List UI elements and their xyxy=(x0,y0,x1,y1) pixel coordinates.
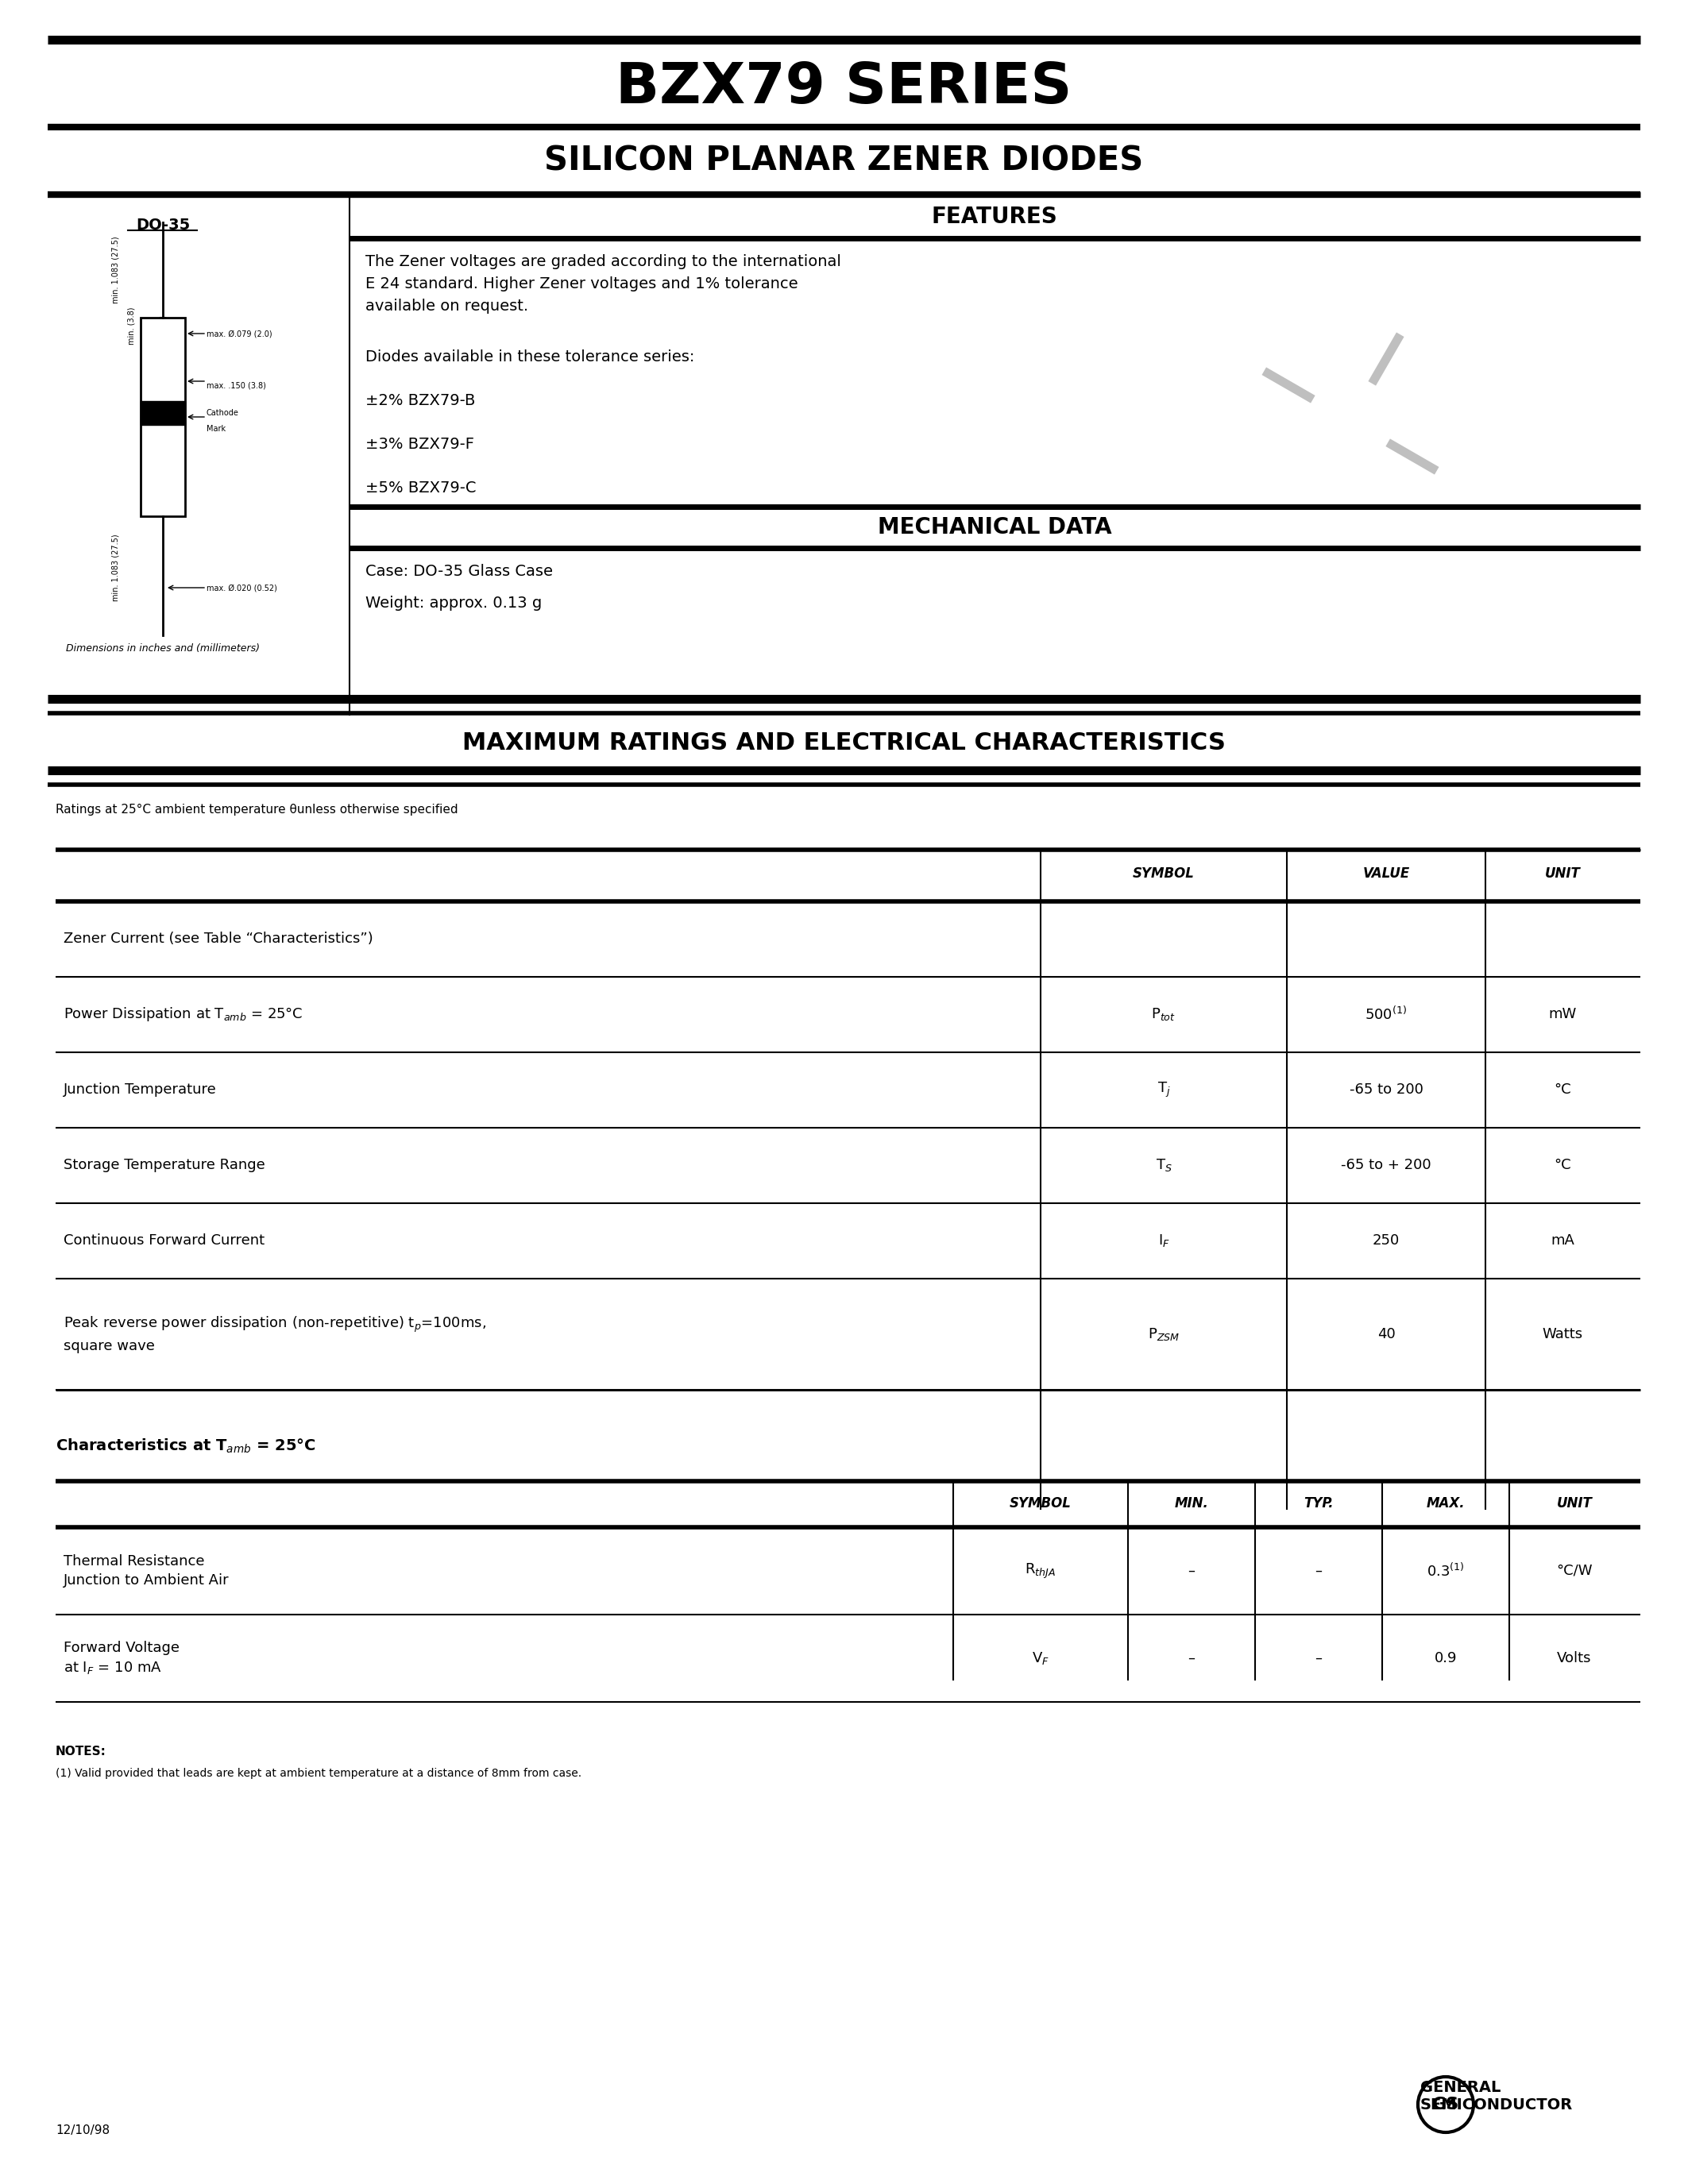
Text: ±5% BZX79-C: ±5% BZX79-C xyxy=(365,480,476,496)
Text: P$_{ZSM}$: P$_{ZSM}$ xyxy=(1148,1326,1180,1343)
Text: I$_{F}$: I$_{F}$ xyxy=(1158,1232,1170,1249)
Text: max. Ø.020 (0.52): max. Ø.020 (0.52) xyxy=(206,583,277,592)
Text: min. 1.083 (27.5): min. 1.083 (27.5) xyxy=(111,535,120,601)
Text: 0.9: 0.9 xyxy=(1435,1651,1457,1666)
Text: Weight: approx. 0.13 g: Weight: approx. 0.13 g xyxy=(365,596,542,612)
Text: Dimensions in inches and (millimeters): Dimensions in inches and (millimeters) xyxy=(66,644,260,653)
Text: Case: DO-35 Glass Case: Case: DO-35 Glass Case xyxy=(365,563,554,579)
Text: MAXIMUM RATINGS AND ELECTRICAL CHARACTERISTICS: MAXIMUM RATINGS AND ELECTRICAL CHARACTER… xyxy=(463,732,1225,753)
Text: The Zener voltages are graded according to the international
E 24 standard. High: The Zener voltages are graded according … xyxy=(365,253,841,314)
Text: VALUE: VALUE xyxy=(1362,867,1409,880)
Text: SYMBOL: SYMBOL xyxy=(1009,1496,1072,1511)
Text: mW: mW xyxy=(1548,1007,1577,1022)
Text: V$_{F}$: V$_{F}$ xyxy=(1031,1651,1050,1666)
Text: -65 to 200: -65 to 200 xyxy=(1349,1083,1423,1096)
Text: 0.3$^{(1)}$: 0.3$^{(1)}$ xyxy=(1426,1562,1465,1579)
Text: min. (3.8): min. (3.8) xyxy=(127,306,135,345)
Text: Cathode: Cathode xyxy=(206,408,240,417)
Text: FEATURES: FEATURES xyxy=(932,205,1058,227)
Text: 40: 40 xyxy=(1377,1328,1396,1341)
Text: DO-35: DO-35 xyxy=(135,218,191,234)
Text: Storage Temperature Range: Storage Temperature Range xyxy=(64,1158,265,1173)
Text: GENERAL
SEMICONDUCTOR: GENERAL SEMICONDUCTOR xyxy=(1420,2079,1573,2112)
Text: Junction Temperature: Junction Temperature xyxy=(64,1083,216,1096)
Text: –: – xyxy=(1315,1651,1322,1666)
Text: Forward Voltage
at I$_{F}$ = 10 mA: Forward Voltage at I$_{F}$ = 10 mA xyxy=(64,1640,179,1675)
Text: P$_{tot}$: P$_{tot}$ xyxy=(1151,1007,1177,1022)
Text: Zener Current (see Table “Characteristics”): Zener Current (see Table “Characteristic… xyxy=(64,933,373,946)
Text: –: – xyxy=(1188,1651,1195,1666)
Text: °C/W: °C/W xyxy=(1556,1564,1592,1579)
Text: min. 1.083 (27.5): min. 1.083 (27.5) xyxy=(111,236,120,304)
Text: Diodes available in these tolerance series:: Diodes available in these tolerance seri… xyxy=(365,349,694,365)
Text: max. Ø.079 (2.0): max. Ø.079 (2.0) xyxy=(206,330,272,339)
Text: 500$^{(1)}$: 500$^{(1)}$ xyxy=(1366,1007,1408,1022)
Text: Characteristics at T$_{amb}$ = 25°C: Characteristics at T$_{amb}$ = 25°C xyxy=(56,1437,316,1455)
Text: –: – xyxy=(1188,1564,1195,1579)
Text: mA: mA xyxy=(1551,1234,1575,1247)
Text: NOTES:: NOTES: xyxy=(56,1745,106,1758)
Text: °C: °C xyxy=(1555,1083,1572,1096)
Text: Mark: Mark xyxy=(206,426,226,432)
Bar xyxy=(140,317,186,515)
Text: MECHANICAL DATA: MECHANICAL DATA xyxy=(878,515,1111,539)
Text: UNIT: UNIT xyxy=(1545,867,1580,880)
Text: SYMBOL: SYMBOL xyxy=(1133,867,1195,880)
Text: Thermal Resistance
Junction to Ambient Air: Thermal Resistance Junction to Ambient A… xyxy=(64,1555,230,1588)
Text: MAX.: MAX. xyxy=(1426,1496,1465,1511)
Text: Power Dissipation at T$_{amb}$ = 25°C: Power Dissipation at T$_{amb}$ = 25°C xyxy=(64,1005,304,1022)
Text: Continuous Forward Current: Continuous Forward Current xyxy=(64,1234,265,1247)
Text: R$_{thJA}$: R$_{thJA}$ xyxy=(1025,1562,1057,1579)
Text: UNIT: UNIT xyxy=(1556,1496,1592,1511)
Text: Peak reverse power dissipation (non-repetitive) t$_{p}$=100ms,
square wave: Peak reverse power dissipation (non-repe… xyxy=(64,1315,486,1354)
Text: °C: °C xyxy=(1555,1158,1572,1173)
Text: TYP.: TYP. xyxy=(1303,1496,1334,1511)
Text: GS: GS xyxy=(1431,2097,1460,2112)
Text: (1) Valid provided that leads are kept at ambient temperature at a distance of 8: (1) Valid provided that leads are kept a… xyxy=(56,1767,582,1780)
Text: ±2% BZX79-B: ±2% BZX79-B xyxy=(365,393,476,408)
Text: T$_{j}$: T$_{j}$ xyxy=(1156,1081,1170,1099)
Text: 250: 250 xyxy=(1372,1234,1399,1247)
Text: BZX79 SERIES: BZX79 SERIES xyxy=(616,59,1072,116)
Text: –: – xyxy=(1315,1564,1322,1579)
Text: Watts: Watts xyxy=(1543,1328,1583,1341)
Text: T$_{S}$: T$_{S}$ xyxy=(1156,1158,1171,1173)
Text: MIN.: MIN. xyxy=(1175,1496,1209,1511)
Text: Volts: Volts xyxy=(1556,1651,1592,1666)
Text: Ratings at 25°C ambient temperature θunless otherwise specified: Ratings at 25°C ambient temperature θunl… xyxy=(56,804,457,815)
Text: -65 to + 200: -65 to + 200 xyxy=(1340,1158,1431,1173)
Text: ±3% BZX79-F: ±3% BZX79-F xyxy=(365,437,474,452)
Text: 12/10/98: 12/10/98 xyxy=(56,2125,110,2136)
Text: max. .150 (3.8): max. .150 (3.8) xyxy=(206,382,267,389)
Text: SILICON PLANAR ZENER DIODES: SILICON PLANAR ZENER DIODES xyxy=(544,144,1143,177)
Bar xyxy=(140,402,186,426)
